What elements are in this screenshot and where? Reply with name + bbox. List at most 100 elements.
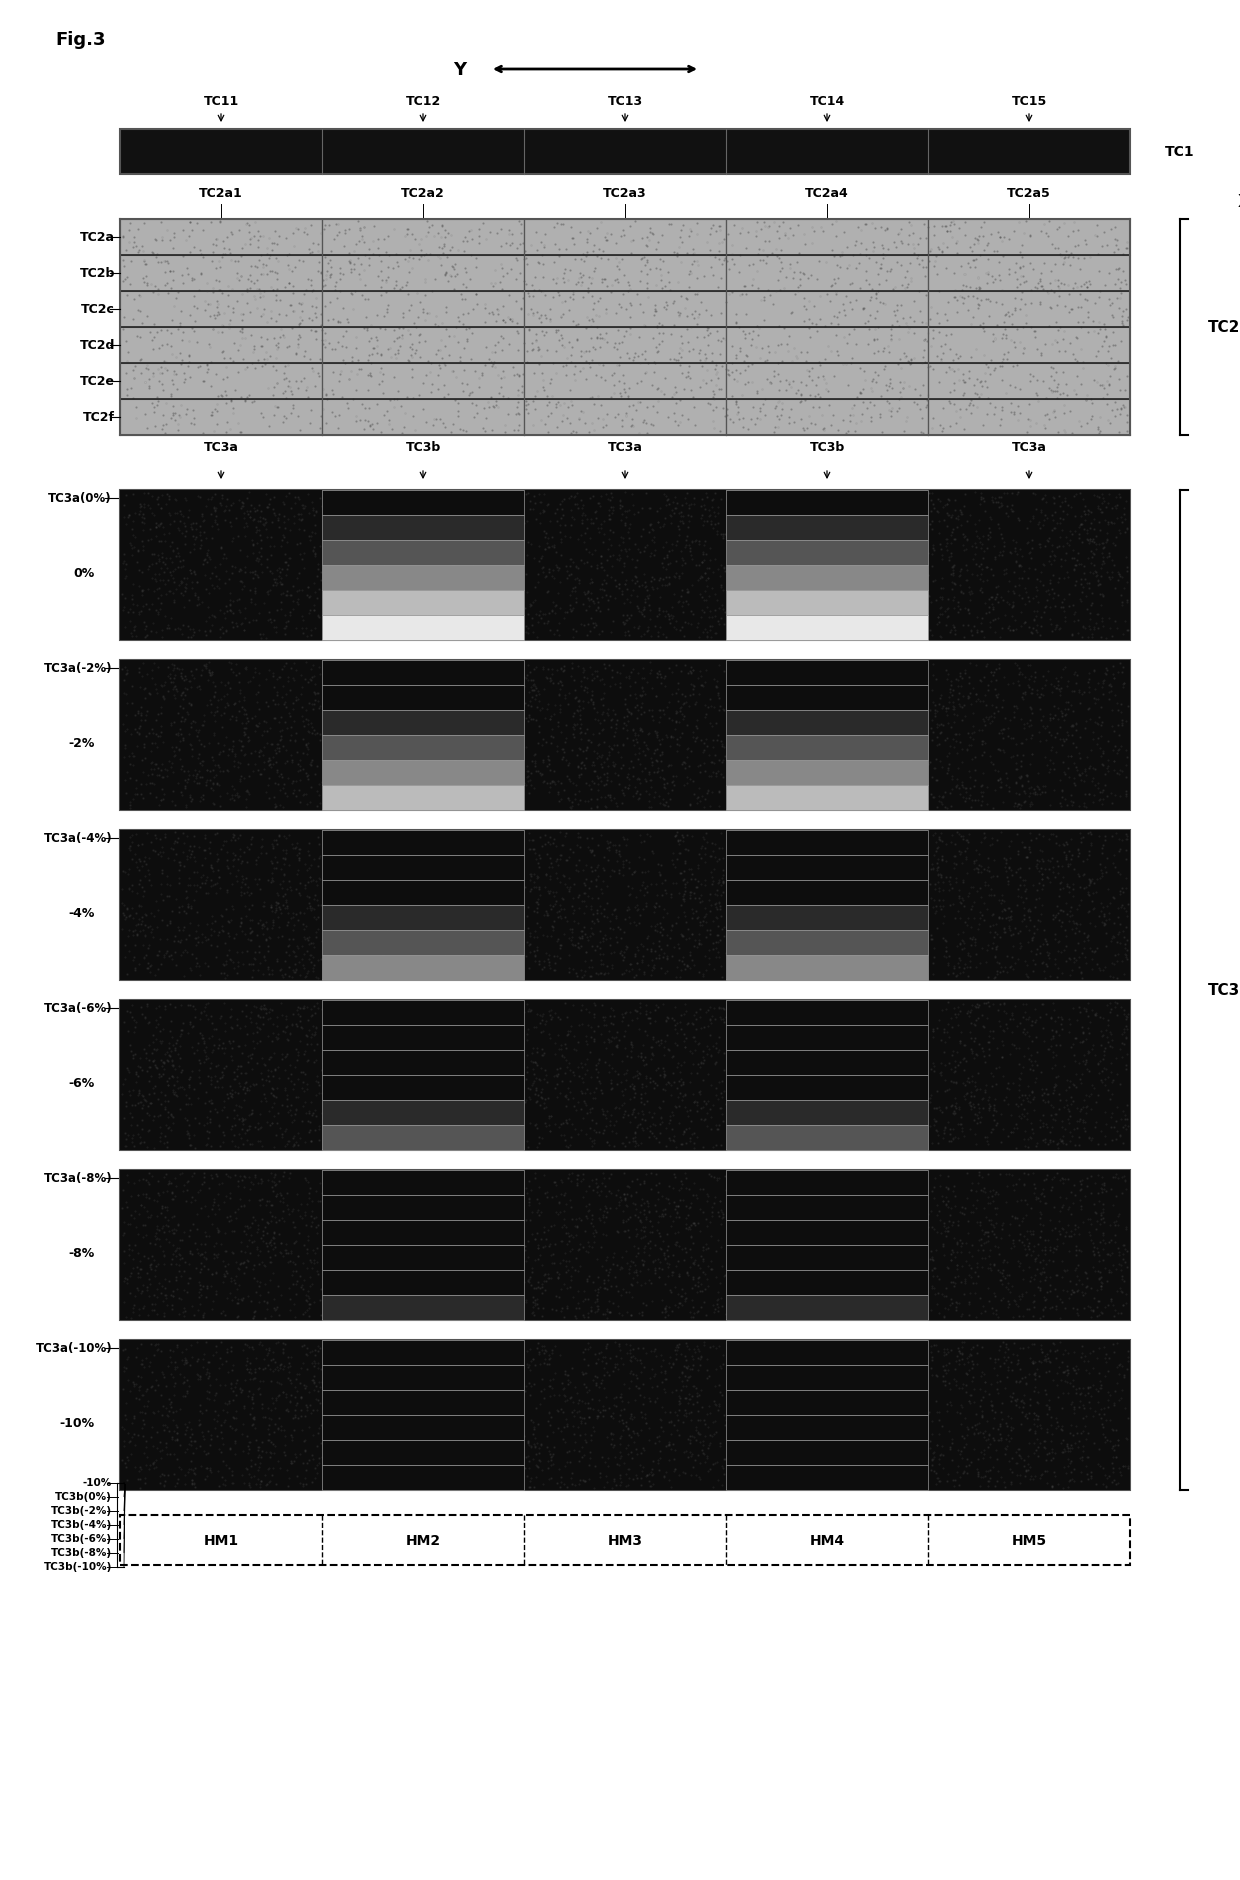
Point — [708, 912, 728, 942]
Point — [575, 500, 595, 530]
Point — [305, 540, 325, 570]
Point — [810, 382, 830, 412]
Point — [966, 1075, 986, 1105]
Point — [621, 1301, 641, 1331]
Point — [892, 1207, 911, 1237]
Point — [454, 333, 474, 363]
Point — [529, 912, 549, 942]
Point — [250, 1472, 270, 1502]
Point — [268, 887, 288, 917]
Point — [622, 1126, 642, 1156]
Point — [875, 1391, 895, 1421]
Point — [418, 910, 438, 940]
Point — [569, 686, 589, 716]
Point — [1043, 1126, 1063, 1156]
Point — [491, 756, 511, 786]
Point — [1044, 901, 1064, 931]
Point — [217, 1397, 237, 1427]
Point — [660, 1105, 680, 1136]
Point — [335, 218, 355, 248]
Point — [454, 581, 474, 611]
Point — [795, 946, 815, 976]
Point — [215, 963, 234, 993]
Point — [112, 579, 131, 609]
Point — [666, 547, 686, 577]
Point — [148, 1179, 167, 1209]
Point — [618, 1248, 637, 1278]
Point — [1071, 1378, 1091, 1408]
Point — [1030, 1275, 1050, 1305]
Point — [911, 1188, 931, 1218]
Point — [919, 1213, 939, 1243]
Point — [1032, 705, 1052, 735]
Point — [999, 773, 1019, 803]
Point — [162, 1045, 182, 1075]
Point — [698, 564, 718, 594]
Point — [653, 1032, 673, 1062]
Point — [967, 876, 987, 906]
Point — [589, 1372, 609, 1402]
Point — [671, 248, 691, 278]
Point — [224, 746, 244, 776]
Point — [212, 382, 232, 412]
Point — [254, 887, 274, 917]
Point — [177, 991, 197, 1021]
Point — [1111, 893, 1131, 923]
Point — [587, 1371, 606, 1401]
Point — [759, 1241, 779, 1271]
Point — [1064, 1171, 1084, 1201]
Point — [474, 577, 494, 607]
Point — [697, 295, 717, 325]
Point — [761, 1015, 781, 1045]
Point — [363, 867, 383, 897]
Point — [174, 545, 193, 575]
Point — [960, 998, 980, 1028]
Point — [683, 679, 703, 709]
Point — [978, 1425, 998, 1455]
Point — [668, 1049, 688, 1079]
Point — [941, 1211, 961, 1241]
Point — [239, 1459, 259, 1489]
Point — [932, 995, 952, 1025]
Point — [450, 1211, 470, 1241]
Point — [300, 891, 320, 921]
Point — [875, 267, 895, 297]
Point — [1117, 1402, 1137, 1433]
Point — [631, 1042, 651, 1072]
Point — [743, 493, 763, 523]
Point — [957, 1183, 977, 1213]
Point — [169, 863, 188, 893]
Point — [505, 1461, 525, 1491]
Bar — [120, 256, 322, 291]
Point — [712, 1203, 732, 1233]
Point — [446, 314, 466, 344]
Point — [422, 348, 441, 378]
Point — [821, 1109, 841, 1139]
Point — [196, 1438, 216, 1468]
Point — [595, 1299, 615, 1329]
Point — [878, 1190, 898, 1220]
Point — [687, 1297, 707, 1327]
Point — [681, 1105, 701, 1136]
Point — [856, 598, 875, 628]
Point — [997, 344, 1017, 374]
Point — [253, 1427, 273, 1457]
Point — [1064, 677, 1084, 707]
Point — [620, 509, 640, 540]
Point — [976, 987, 996, 1017]
Point — [632, 515, 652, 545]
Point — [1089, 786, 1109, 816]
Point — [422, 667, 441, 697]
Point — [1048, 376, 1068, 406]
Point — [1094, 1004, 1114, 1034]
Point — [200, 1119, 219, 1149]
Point — [192, 1169, 212, 1199]
Point — [170, 1239, 190, 1269]
Point — [983, 487, 1003, 517]
Point — [732, 669, 751, 699]
Point — [666, 869, 686, 899]
Point — [1050, 1303, 1070, 1333]
Point — [961, 931, 981, 961]
Point — [164, 357, 184, 387]
Point — [118, 346, 138, 376]
